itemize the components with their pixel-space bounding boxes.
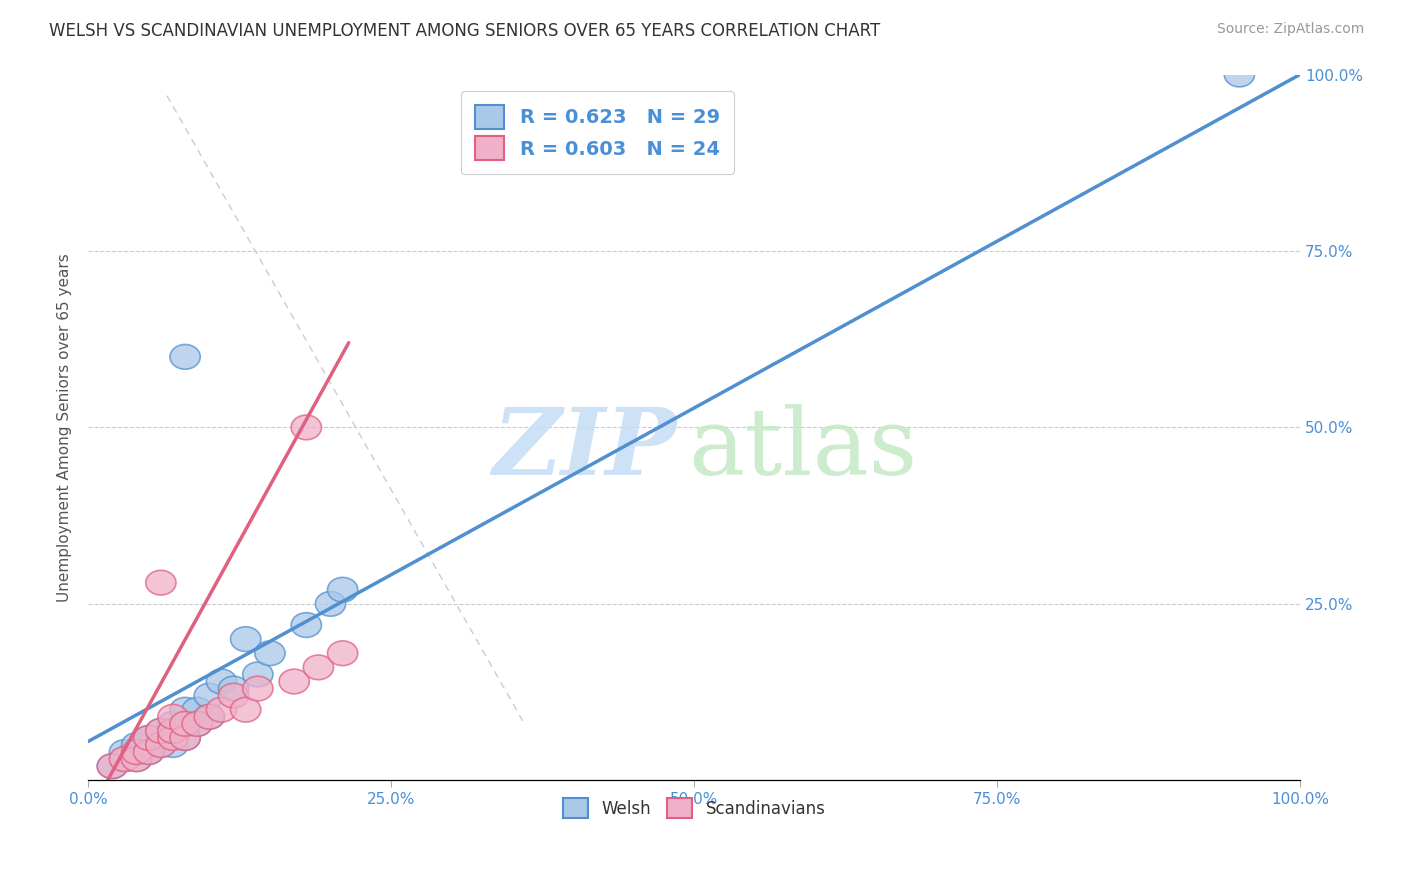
Ellipse shape [218, 676, 249, 701]
Ellipse shape [157, 725, 188, 750]
Legend: Welsh, Scandinavians: Welsh, Scandinavians [555, 791, 832, 825]
Ellipse shape [243, 662, 273, 687]
Ellipse shape [146, 732, 176, 757]
Ellipse shape [134, 725, 165, 750]
Ellipse shape [110, 747, 139, 772]
Ellipse shape [207, 669, 236, 694]
Ellipse shape [110, 747, 139, 772]
Ellipse shape [194, 683, 225, 708]
Ellipse shape [146, 719, 176, 743]
Ellipse shape [304, 655, 333, 680]
Ellipse shape [121, 732, 152, 757]
Ellipse shape [170, 725, 200, 750]
Ellipse shape [110, 739, 139, 764]
Ellipse shape [170, 712, 200, 736]
Ellipse shape [134, 739, 165, 764]
Text: atlas: atlas [688, 403, 917, 493]
Ellipse shape [194, 705, 225, 729]
Ellipse shape [157, 705, 188, 729]
Y-axis label: Unemployment Among Seniors over 65 years: Unemployment Among Seniors over 65 years [58, 253, 72, 602]
Ellipse shape [121, 747, 152, 772]
Ellipse shape [97, 754, 128, 779]
Ellipse shape [157, 732, 188, 757]
Ellipse shape [146, 570, 176, 595]
Ellipse shape [170, 712, 200, 736]
Ellipse shape [1225, 62, 1254, 87]
Ellipse shape [218, 683, 249, 708]
Ellipse shape [121, 739, 152, 764]
Ellipse shape [146, 732, 176, 757]
Ellipse shape [291, 613, 322, 638]
Ellipse shape [134, 725, 165, 750]
Ellipse shape [243, 676, 273, 701]
Ellipse shape [170, 725, 200, 750]
Ellipse shape [170, 698, 200, 722]
Ellipse shape [134, 739, 165, 764]
Ellipse shape [181, 712, 212, 736]
Ellipse shape [231, 698, 262, 722]
Ellipse shape [207, 698, 236, 722]
Ellipse shape [315, 591, 346, 616]
Ellipse shape [146, 719, 176, 743]
Ellipse shape [157, 712, 188, 736]
Ellipse shape [157, 719, 188, 743]
Text: ZIP: ZIP [492, 403, 676, 493]
Ellipse shape [194, 705, 225, 729]
Ellipse shape [291, 415, 322, 440]
Ellipse shape [170, 344, 200, 369]
Ellipse shape [121, 747, 152, 772]
Text: Source: ZipAtlas.com: Source: ZipAtlas.com [1216, 22, 1364, 37]
Ellipse shape [231, 627, 262, 651]
Ellipse shape [157, 719, 188, 743]
Ellipse shape [181, 712, 212, 736]
Text: WELSH VS SCANDINAVIAN UNEMPLOYMENT AMONG SENIORS OVER 65 YEARS CORRELATION CHART: WELSH VS SCANDINAVIAN UNEMPLOYMENT AMONG… [49, 22, 880, 40]
Ellipse shape [328, 577, 357, 602]
Ellipse shape [278, 669, 309, 694]
Ellipse shape [254, 641, 285, 665]
Ellipse shape [97, 754, 128, 779]
Ellipse shape [181, 698, 212, 722]
Ellipse shape [328, 641, 357, 665]
